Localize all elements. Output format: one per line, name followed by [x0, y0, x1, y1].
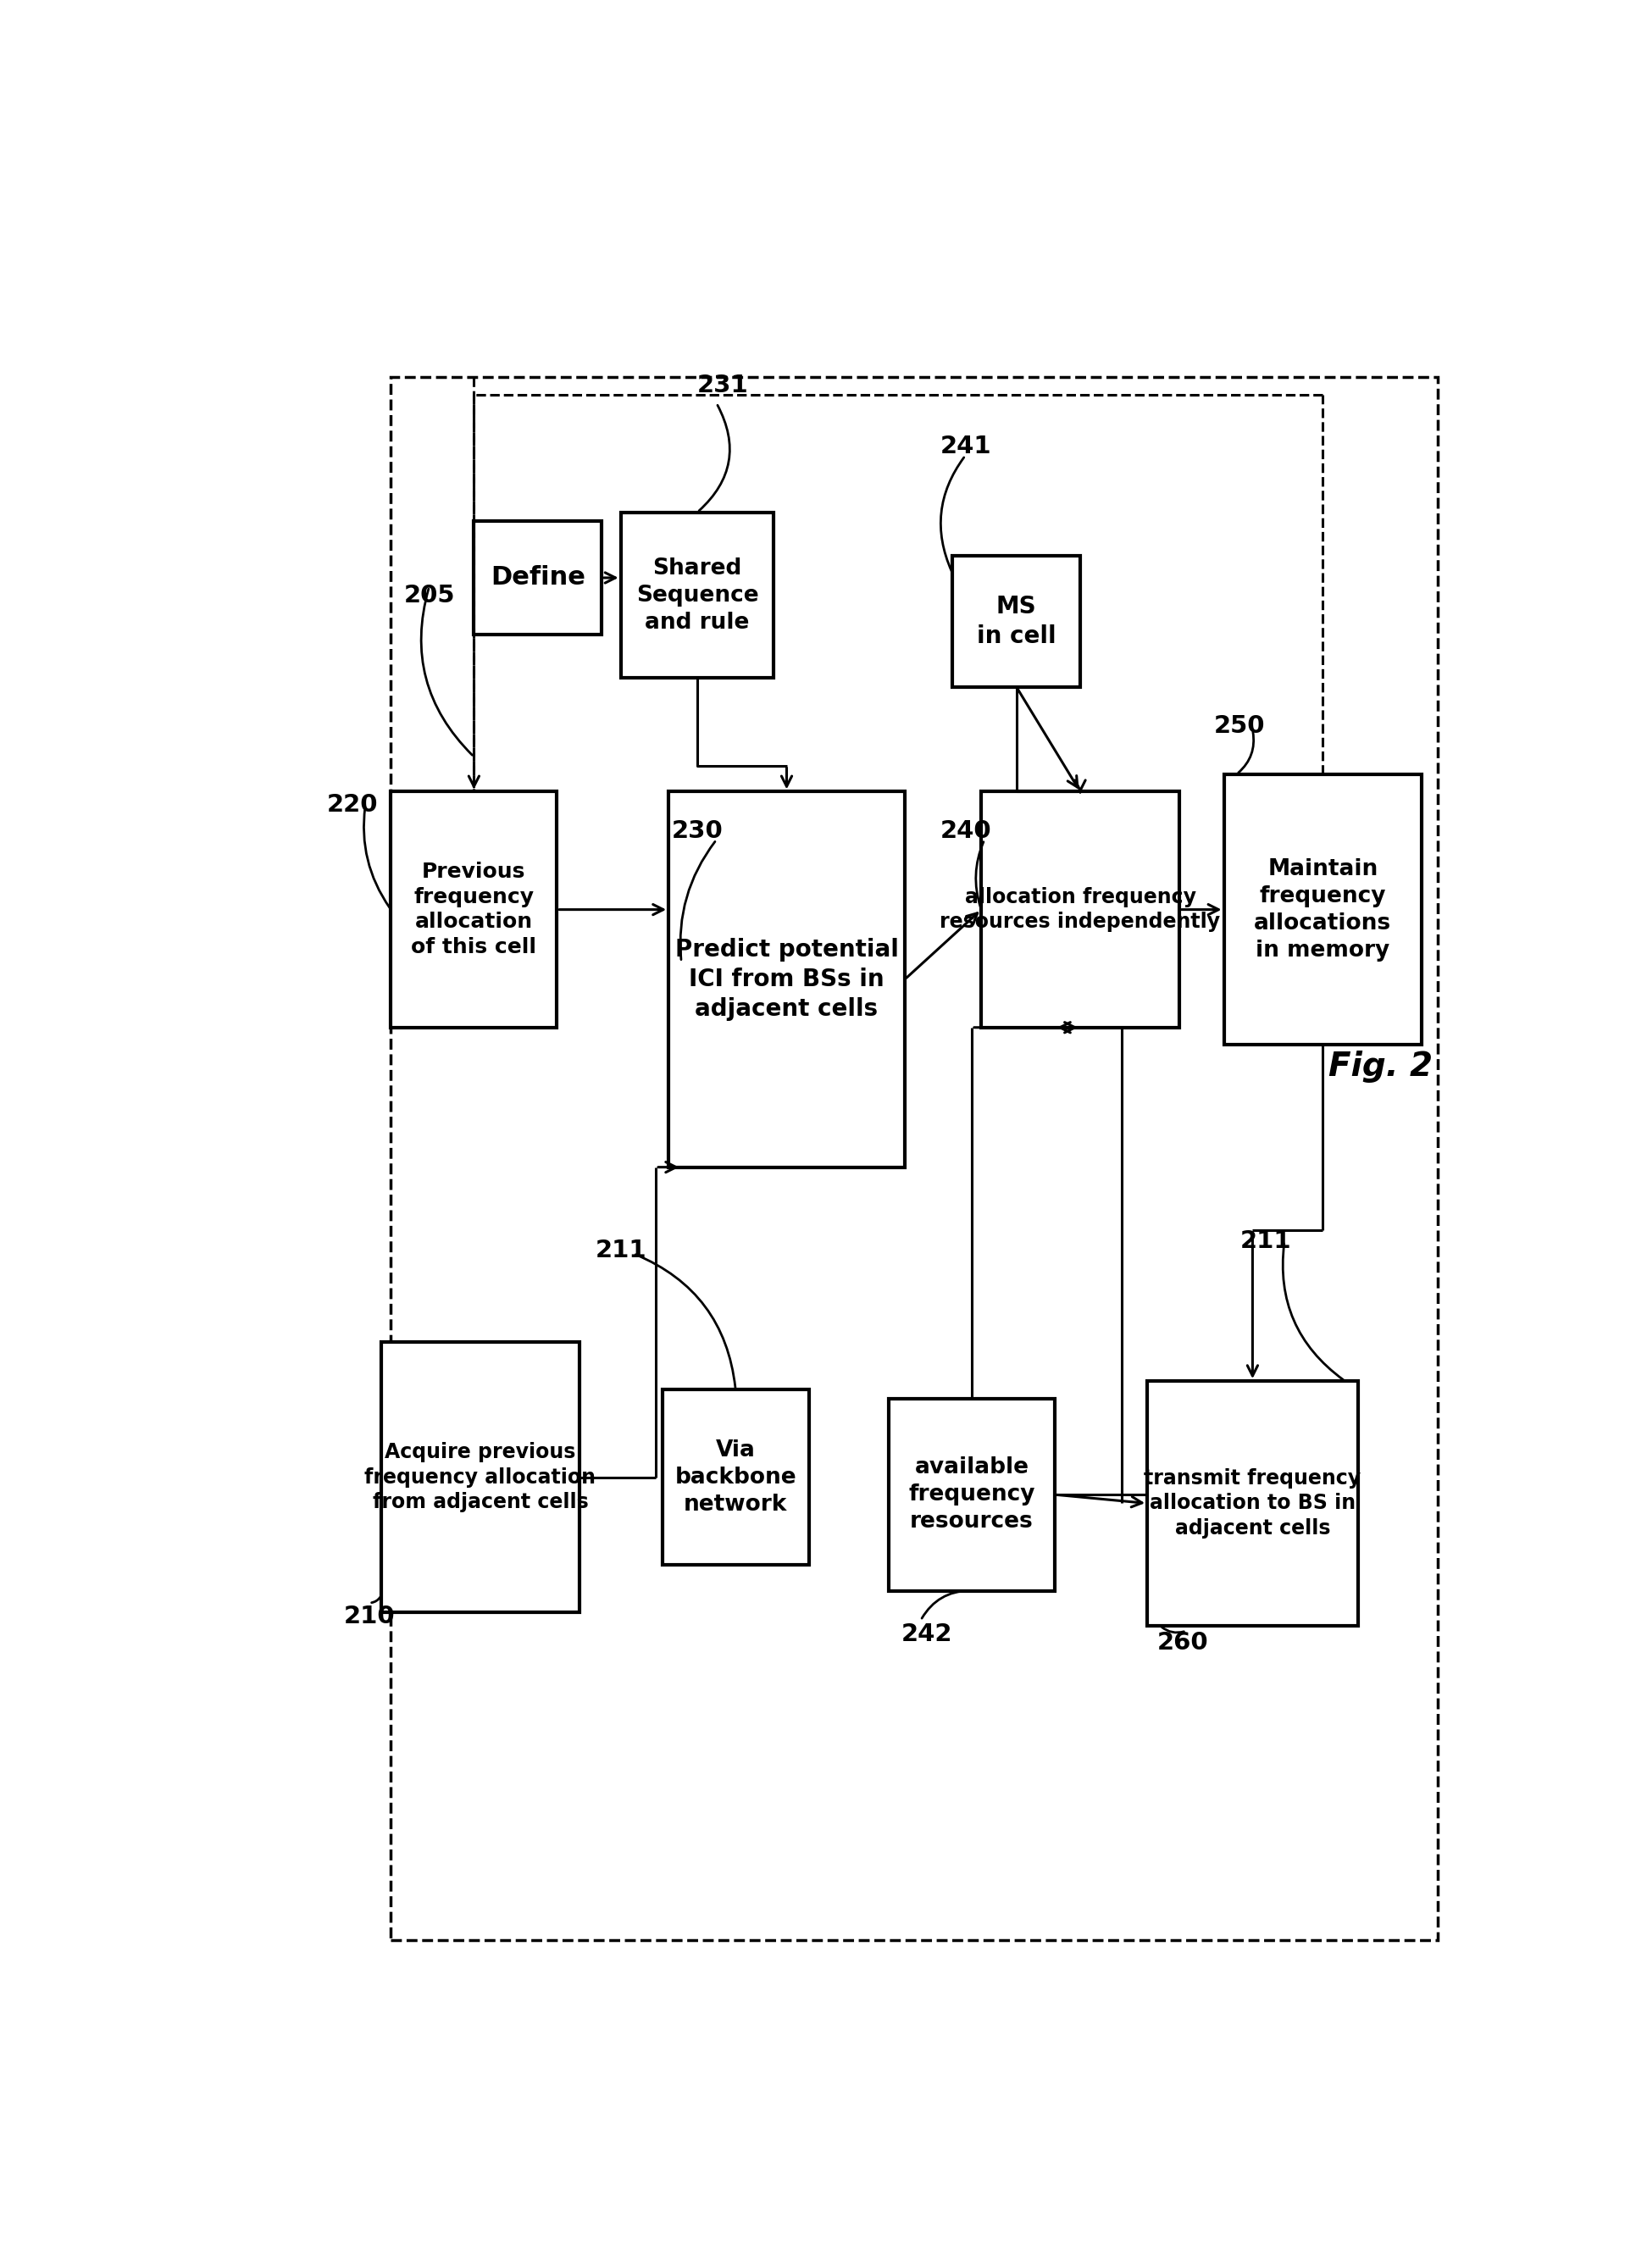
Text: 220: 220: [328, 794, 379, 816]
Text: Define: Define: [491, 565, 585, 590]
Text: MS
in cell: MS in cell: [977, 594, 1056, 649]
Text: 240: 240: [940, 819, 991, 844]
Bar: [382, 1343, 580, 1613]
Text: Shared
Sequence
and rule: Shared Sequence and rule: [636, 558, 759, 633]
Bar: [662, 1390, 809, 1565]
Text: Fig. 2: Fig. 2: [1327, 1050, 1433, 1082]
Bar: [390, 376, 1438, 1939]
Bar: [474, 522, 601, 635]
Text: 230: 230: [672, 819, 723, 844]
Text: Predict potential
ICI from BSs in
adjacent cells: Predict potential ICI from BSs in adjace…: [675, 939, 898, 1021]
Text: Previous
frequency
allocation
of this cell: Previous frequency allocation of this ce…: [412, 862, 537, 957]
Text: allocation frequency
resources independently: allocation frequency resources independe…: [940, 887, 1220, 932]
Text: 211: 211: [595, 1238, 647, 1261]
Bar: [1224, 773, 1421, 1046]
Text: Maintain
frequency
allocations
in memory: Maintain frequency allocations in memory: [1253, 857, 1392, 962]
Text: available
frequency
resources: available frequency resources: [909, 1456, 1034, 1533]
Text: 241: 241: [940, 435, 991, 458]
Bar: [982, 792, 1179, 1027]
Bar: [889, 1399, 1054, 1590]
Text: Via
backbone
network: Via backbone network: [675, 1438, 797, 1515]
Bar: [1148, 1381, 1357, 1626]
Text: 210: 210: [344, 1606, 395, 1628]
Text: transmit frequency
allocation to BS in
adjacent cells: transmit frequency allocation to BS in a…: [1145, 1467, 1360, 1538]
Text: 260: 260: [1156, 1631, 1209, 1656]
Text: 231: 231: [697, 374, 749, 397]
Text: 242: 242: [901, 1622, 952, 1647]
Bar: [621, 513, 774, 678]
Bar: [669, 792, 904, 1168]
Text: 250: 250: [1214, 714, 1265, 737]
Text: Acquire previous
frequency allocation
from adjacent cells: Acquire previous frequency allocation fr…: [364, 1442, 596, 1513]
Bar: [390, 792, 557, 1027]
Text: 205: 205: [404, 583, 455, 608]
Text: 211: 211: [1240, 1229, 1291, 1254]
Bar: [952, 556, 1080, 687]
